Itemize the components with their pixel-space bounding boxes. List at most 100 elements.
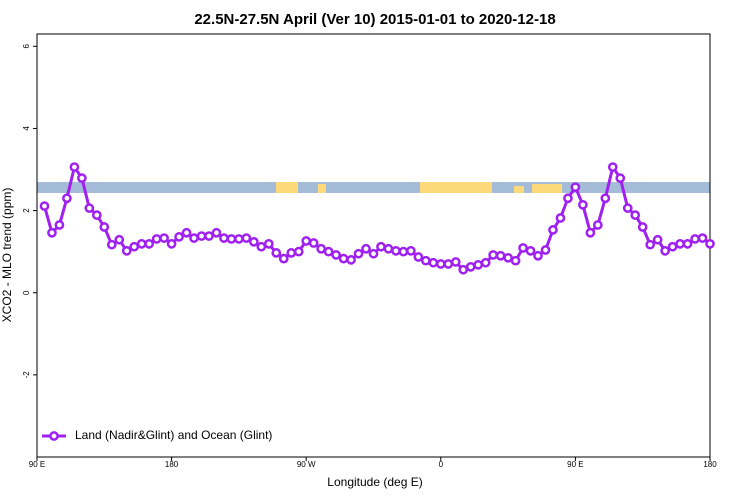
- land-strip: [318, 184, 326, 193]
- data-point: [630, 210, 641, 220]
- data-point: [353, 248, 364, 259]
- data-point: [91, 210, 102, 220]
- data-point: [420, 255, 431, 266]
- data-point: [54, 220, 65, 230]
- y-tick-label: 2: [22, 208, 31, 213]
- data-point: [637, 222, 648, 232]
- data-point: [219, 233, 229, 243]
- data-point: [495, 250, 506, 261]
- data-point: [234, 234, 244, 244]
- data-point: [166, 239, 177, 249]
- map-strip: [37, 182, 710, 193]
- data-point: [525, 245, 536, 256]
- data-point: [323, 246, 334, 257]
- data-point: [428, 257, 439, 268]
- legend-label: Land (Nadir&Glint) and Ocean (Glint): [75, 428, 272, 442]
- data-point: [705, 239, 715, 249]
- x-axis-label: Longitude (deg E): [327, 475, 422, 489]
- data-point: [196, 231, 207, 241]
- data-point: [660, 245, 670, 256]
- data-point: [144, 239, 155, 249]
- data-point: [181, 227, 192, 238]
- data-point: [308, 238, 319, 248]
- data-point: [607, 162, 618, 172]
- data-point: [458, 264, 469, 275]
- data-point: [286, 248, 297, 258]
- data-point: [682, 239, 693, 249]
- data-point: [151, 234, 162, 244]
- data-point: [690, 234, 700, 244]
- data-point: [398, 246, 409, 257]
- data-point: [503, 252, 513, 263]
- data-point: [480, 257, 491, 268]
- data-point: [652, 234, 663, 245]
- data-point: [62, 193, 72, 204]
- data-point: [174, 232, 184, 242]
- data-point: [293, 246, 304, 257]
- data-point: [518, 243, 528, 253]
- y-axis-label: XCO2 - MLO trend (ppm): [0, 188, 14, 323]
- data-point: [301, 236, 312, 246]
- data-point: [667, 241, 678, 252]
- data-point: [271, 248, 282, 258]
- data-point: [675, 239, 685, 249]
- data-point: [533, 250, 543, 261]
- data-point: [510, 255, 521, 266]
- data-point: [361, 243, 371, 254]
- data-point: [413, 252, 424, 262]
- data-point: [114, 234, 125, 245]
- data-point: [278, 253, 289, 264]
- data-point: [450, 257, 461, 267]
- data-point: [376, 241, 386, 252]
- data-point: [570, 182, 581, 193]
- data-point: [368, 248, 379, 259]
- data-point: [488, 250, 498, 260]
- data-point: [435, 259, 446, 269]
- y-tick-label: 0: [22, 290, 31, 295]
- data-point: [645, 239, 656, 250]
- land-strip: [514, 186, 524, 193]
- data-point: [121, 245, 132, 256]
- data-point: [555, 213, 566, 223]
- data-point: [316, 243, 327, 254]
- y-tick-label: 6: [22, 44, 31, 49]
- data-point: [548, 225, 558, 235]
- y-tick-label: 4: [22, 126, 31, 131]
- chart-title: 22.5N-27.5N April (Ver 10) 2015-01-01 to…: [194, 11, 555, 28]
- data-point: [592, 220, 603, 230]
- data-point: [47, 227, 57, 238]
- data-point: [346, 255, 356, 265]
- data-point: [406, 245, 416, 256]
- data-point: [263, 239, 274, 249]
- data-point: [615, 173, 626, 183]
- data-point: [331, 250, 341, 260]
- data-point: [159, 233, 169, 243]
- x-tick-label: 90 W: [297, 460, 316, 469]
- data-point: [383, 243, 394, 254]
- data-point: [585, 227, 596, 238]
- data-point: [563, 193, 573, 204]
- ocean-strip: [37, 182, 710, 193]
- x-tick-label: 90 E: [29, 460, 45, 469]
- data-point: [443, 259, 454, 269]
- x-tick-label: 180: [165, 460, 179, 469]
- data-point: [256, 241, 267, 252]
- data-point: [204, 231, 214, 241]
- data-point: [578, 199, 588, 210]
- x-tick-label: 180: [703, 460, 717, 469]
- land-strip: [532, 184, 562, 193]
- data-point: [129, 241, 140, 252]
- x-tick-label: 0: [439, 460, 444, 469]
- data-point: [77, 173, 87, 183]
- data-point: [99, 222, 110, 232]
- data-point: [69, 162, 80, 172]
- y-tick-label: -2: [22, 371, 31, 379]
- x-tick-label: 90 E: [567, 460, 583, 469]
- data-point: [465, 262, 476, 272]
- data-point: [241, 233, 252, 243]
- data-point: [84, 203, 95, 213]
- data-point: [540, 245, 551, 255]
- data-point: [622, 203, 633, 213]
- land-strip: [420, 182, 492, 193]
